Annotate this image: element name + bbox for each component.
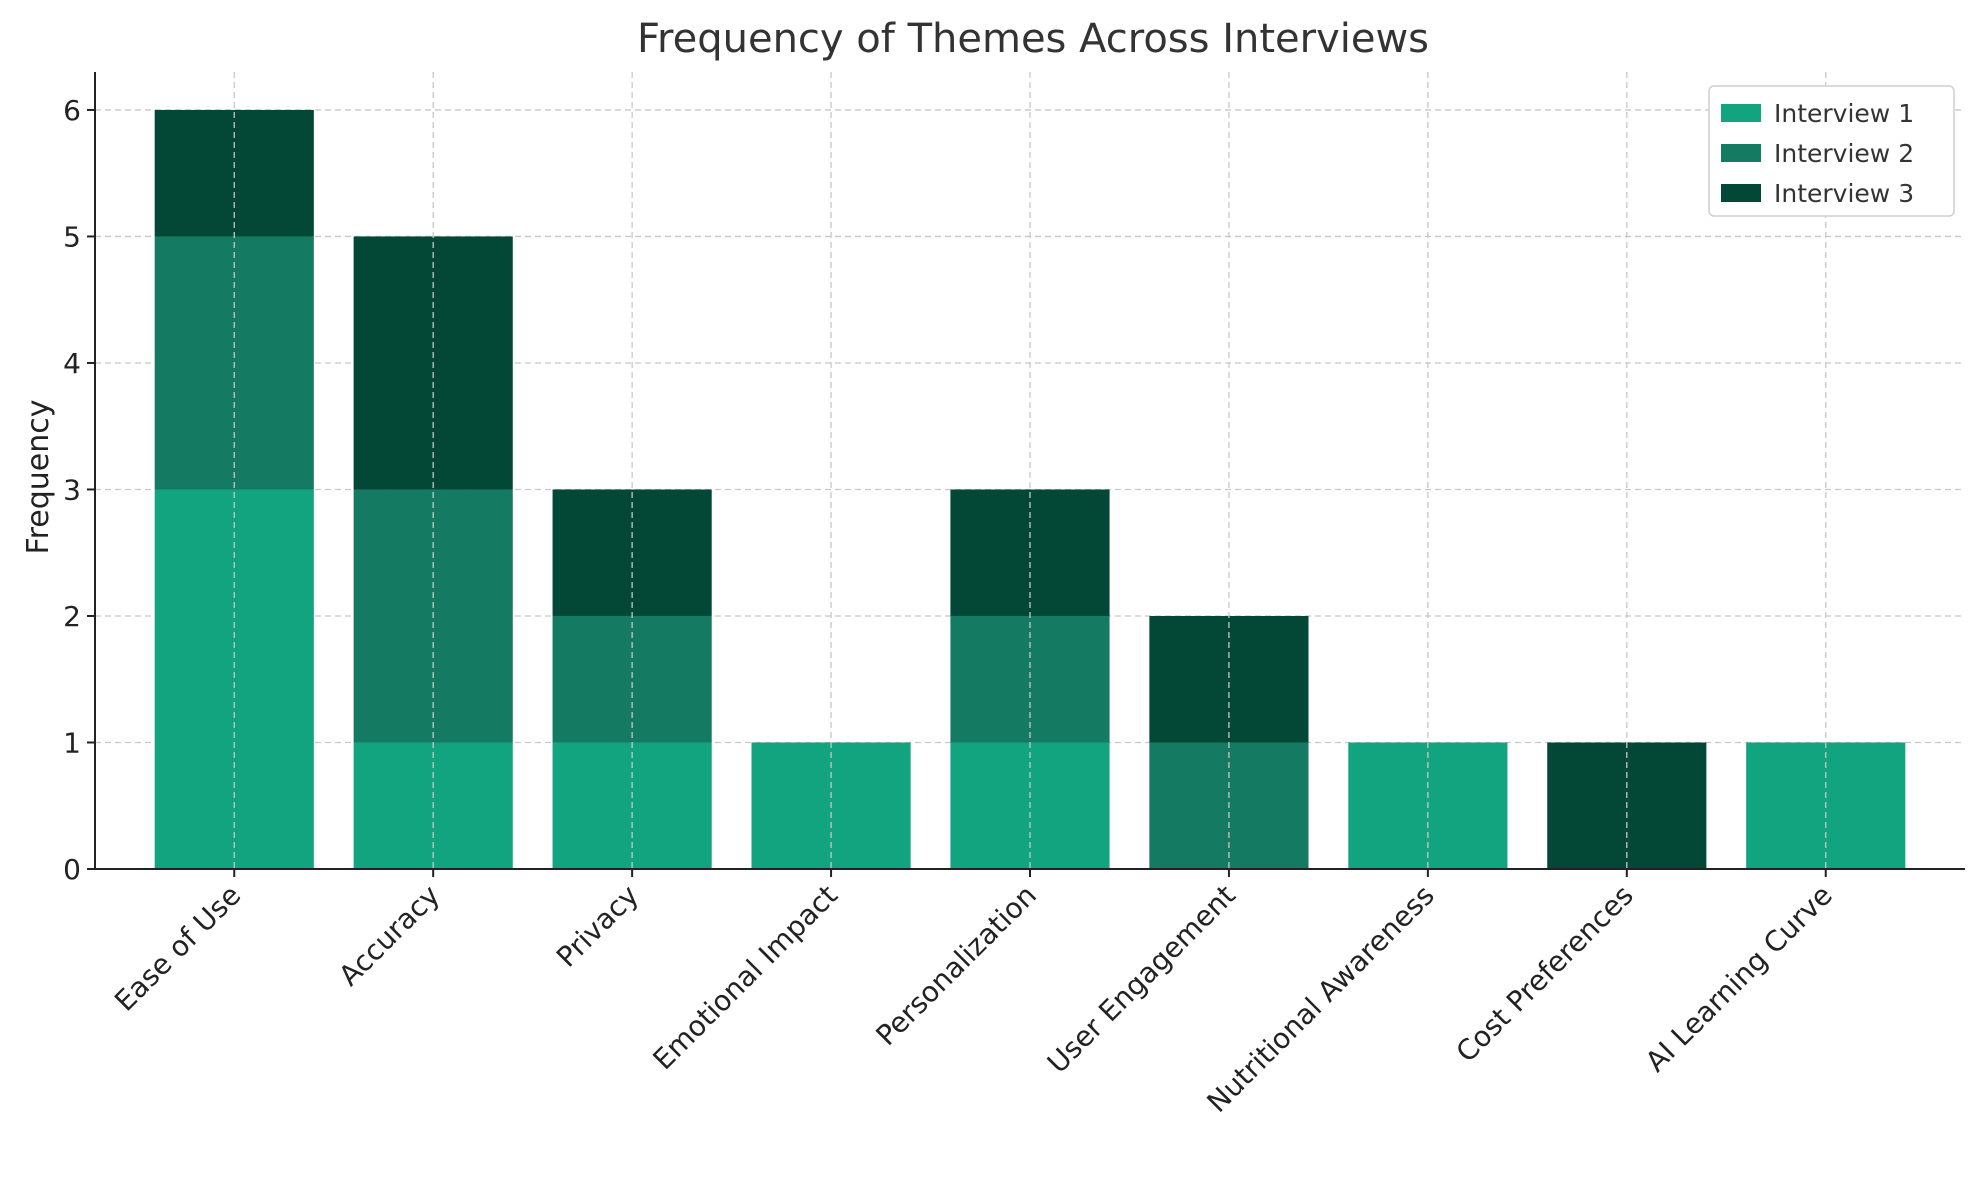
y-tick-label: 5: [63, 220, 81, 253]
x-grid: [233, 72, 1827, 869]
y-tick-label: 6: [63, 94, 81, 127]
axes: [87, 72, 1965, 877]
legend-label: Interview 3: [1774, 179, 1914, 208]
x-tick-label: Accuracy: [332, 879, 446, 993]
legend-label: Interview 1: [1774, 99, 1914, 128]
legend-frame: [1708, 85, 1955, 217]
x-tick-label: User Engagement: [1041, 879, 1242, 1080]
x-tick-label: AI Learning Curve: [1639, 879, 1839, 1079]
x-tick-label: Cost Preferences: [1450, 879, 1640, 1069]
y-tick-label: 2: [63, 600, 81, 633]
legend-label: Interview 2: [1774, 139, 1914, 168]
x-tick-label: Nutritional Awareness: [1201, 879, 1441, 1119]
legend: Interview 1 Interview 2 Interview 3: [1708, 85, 1955, 217]
y-axis-label: Frequency: [21, 400, 56, 555]
x-tick-label: Personalization: [869, 879, 1042, 1052]
x-tick-label: Privacy: [550, 879, 645, 974]
chart-title: Frequency of Themes Across Interviews: [637, 16, 1429, 62]
legend-swatch: [1721, 184, 1761, 202]
y-tick-label: 4: [63, 347, 81, 380]
legend-swatch: [1721, 144, 1761, 162]
y-tick-label: 1: [63, 726, 81, 759]
y-tick-label: 0: [63, 853, 81, 886]
x-tick-label: Emotional Impact: [646, 879, 844, 1077]
y-tick-label: 3: [63, 473, 81, 506]
x-tick-label: Ease of Use: [108, 879, 247, 1018]
legend-swatch: [1721, 104, 1761, 122]
